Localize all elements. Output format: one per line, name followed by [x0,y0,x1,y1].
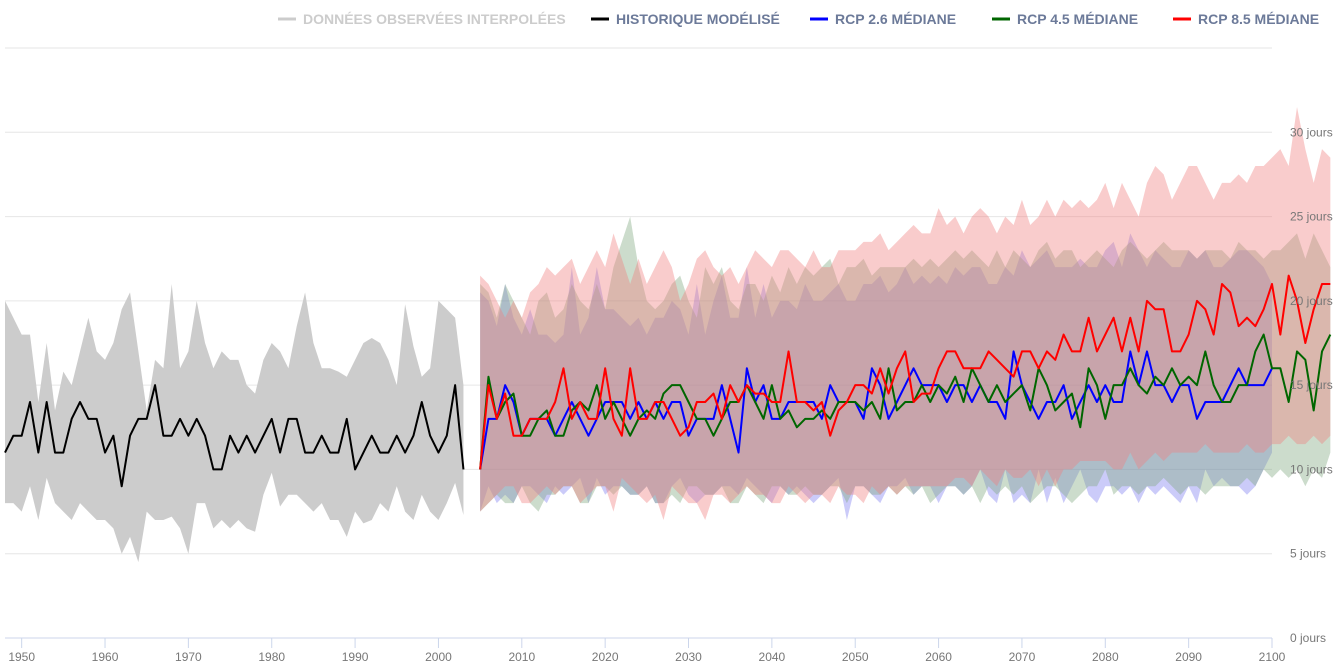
x-tick-label: 1990 [342,650,369,664]
y-tick-label: 30 jours [1290,125,1333,139]
x-tick-label: 2050 [842,650,869,664]
band-rcp-4-5-m-diane [480,216,1331,512]
legend-label: RCP 8.5 MÉDIANE [1198,11,1319,27]
line-rcp-8-5-m-diane [479,274,1331,470]
y-tick-label: 15 jours [1290,378,1333,392]
x-tick-label: 2100 [1259,650,1286,664]
legend: DONNÉES OBSERVÉES INTERPOLÉES HISTORIQUE … [278,11,1319,27]
uncertainty-bands [5,107,1331,563]
y-tick-label: 10 jours [1290,462,1333,476]
legend-label: RCP 2.6 MÉDIANE [835,11,956,27]
legend-item: RCP 4.5 MÉDIANE [992,11,1138,27]
line-rcp-2-6-m-diane [479,350,1273,470]
legend-label: DONNÉES OBSERVÉES INTERPOLÉES [303,11,566,27]
legend-item: DONNÉES OBSERVÉES INTERPOLÉES [278,11,566,27]
x-tick-label: 2030 [675,650,702,664]
band-observed [5,284,464,563]
x-tick-label: 1970 [175,650,202,664]
x-tick-label: 1950 [8,650,35,664]
y-tick-label: 20 jours [1290,294,1333,308]
x-tick-label: 2000 [425,650,452,664]
x-tick-label: 2090 [1175,650,1202,664]
legend-item: RCP 2.6 MÉDIANE [810,11,956,27]
x-tick-label: 2040 [759,650,786,664]
x-tick-label: 2070 [1009,650,1036,664]
series-lines [4,274,1332,488]
y-axis: 0 jours 5 jours 10 jours 15 jours 20 jours 25… [1290,125,1333,645]
x-axis: 1950 1960 1970 1980 1990 2000 2010 2020 2030 2040… [5,637,1286,664]
line-rcp-4-5-m-diane [479,333,1332,470]
legend-label: RCP 4.5 MÉDIANE [1017,11,1138,27]
x-tick-label: 1980 [258,650,285,664]
legend-item: RCP 8.5 MÉDIANE [1173,11,1319,27]
y-tick-label: 25 jours [1290,210,1333,224]
historical-line [4,384,465,488]
legend-item: HISTORIQUE MODÉLISÉ [591,11,780,27]
x-tick-label: 2020 [592,650,619,664]
legend-label: HISTORIQUE MODÉLISÉ [616,11,780,27]
x-tick-label: 2010 [508,650,535,664]
y-tick-label: 5 jours [1290,547,1326,561]
y-tick-label: 0 jours [1290,631,1326,645]
x-tick-label: 2060 [925,650,952,664]
x-tick-label: 2080 [1092,650,1119,664]
x-tick-label: 1960 [92,650,119,664]
